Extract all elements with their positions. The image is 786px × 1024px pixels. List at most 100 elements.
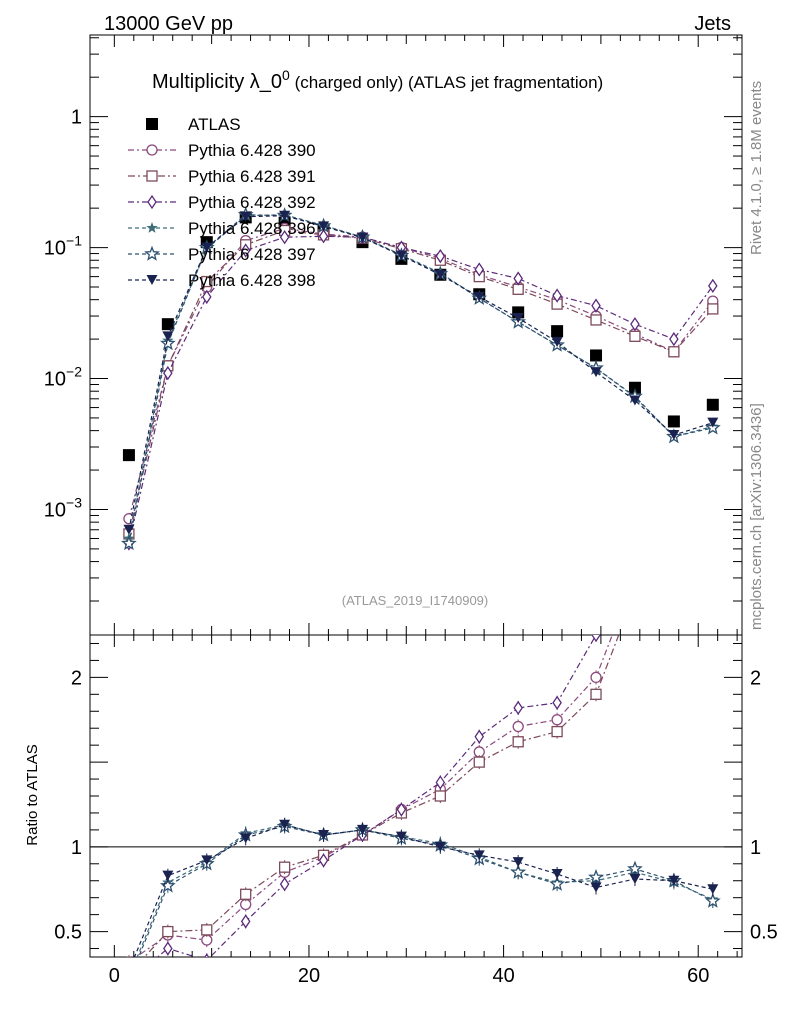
- point-data: [706, 398, 719, 411]
- point-p392: [201, 289, 212, 305]
- point-p391: [512, 283, 524, 295]
- mcplots-source-label: mcplots.cern.ch [arXiv:1306.3436]: [748, 403, 765, 630]
- legend: ATLAS Pythia 6.428 390 Pythia 6.428 391 Pyt…: [128, 115, 316, 290]
- point-data: [122, 449, 135, 462]
- point-p398: [668, 430, 680, 441]
- point-p392: [435, 248, 446, 264]
- main-panel: 110−110−210−3: [44, 34, 743, 636]
- legend-marker-p396: [146, 222, 158, 233]
- ratio-point-p391: [590, 688, 602, 700]
- point-p398: [162, 331, 174, 342]
- point-p398: [707, 417, 719, 428]
- point-p398: [473, 291, 485, 302]
- legend-label-p396: Pythia 6.428 396: [188, 219, 316, 238]
- y-tick-label-exponent: −1: [66, 233, 82, 249]
- ratio-point-p398: [707, 884, 719, 895]
- ratio-point-p398: [395, 831, 407, 842]
- point-p392: [513, 271, 523, 286]
- ratio-line-p398: [133, 824, 713, 957]
- ratio-point-p390: [512, 720, 524, 733]
- legend-entry-p390: Pythia 6.428 390: [128, 141, 316, 160]
- main-plot-area: [120, 206, 721, 551]
- legend-marker-p398: [146, 275, 158, 285]
- ratio-point-p397: [510, 864, 527, 879]
- ratio-y-axis-label: Ratio to ATLAS: [24, 744, 41, 845]
- ratio-point-p390: [551, 714, 563, 726]
- ratio-point-p392: [435, 775, 446, 790]
- point-p398: [395, 250, 407, 261]
- ratio-point-p398: [201, 855, 213, 866]
- point-p398: [318, 221, 330, 232]
- point-p392: [708, 278, 718, 294]
- legend-marker-data: [146, 118, 158, 130]
- plot-title-suffix: (charged only) (ATLAS jet fragmentation): [290, 73, 603, 92]
- point-p392: [474, 262, 485, 277]
- ratio-point-p391: [434, 790, 446, 802]
- ratio-plot-area: [126, 635, 721, 957]
- ratio-point-p390: [590, 671, 602, 684]
- legend-marker-p390: [146, 144, 158, 156]
- point-p391: [590, 314, 602, 326]
- plot-title-main: Multiplicity λ_0: [152, 71, 282, 93]
- ratio-panel: 0 20 40 60 0.5 0.5 1 1 2 2: [54, 634, 778, 987]
- point-p391: [629, 330, 641, 342]
- ratio-point-p397: [549, 875, 566, 891]
- point-p397: [159, 335, 176, 351]
- point-p392: [240, 243, 251, 258]
- ratio-point-p398: [473, 850, 485, 861]
- y-tick-label-base: 1: [71, 107, 82, 129]
- ratio-point-p392: [204, 953, 210, 957]
- legend-marker-p391: [146, 170, 158, 182]
- ratio-point-p398: [240, 833, 252, 844]
- point-p398: [590, 367, 602, 378]
- point-p398: [201, 242, 213, 253]
- y-tick-label: 10−1: [44, 233, 82, 260]
- ratio-point-p398: [318, 829, 330, 840]
- rivet-info-label: Rivet 4.1.0, ≥ 1.8M events: [748, 81, 765, 255]
- ratio-point-p392: [318, 853, 329, 868]
- ratio-point-p392: [513, 700, 523, 716]
- y-tick-label: 10−3: [44, 494, 82, 521]
- y-tick-label: 1: [71, 107, 82, 129]
- ratio-line-p397: [137, 825, 714, 957]
- series-line-p391: [128, 229, 714, 535]
- ratio-point-p392: [474, 729, 485, 744]
- x-tick-label: 0: [109, 965, 120, 987]
- ratio-line-p396: [136, 824, 714, 957]
- plot-title-superscript: 0: [282, 67, 290, 83]
- ratio-point-p392: [163, 941, 173, 956]
- ratio-point-p392: [591, 635, 601, 643]
- ratio-point-p398: [279, 819, 291, 830]
- ratio-point-p397: [588, 868, 604, 885]
- legend-marker-p392: [147, 194, 157, 210]
- ratio-point-p391: [240, 888, 252, 900]
- ratio-point-p391: [201, 924, 213, 936]
- analysis-id-label: (ATLAS_2019_I1740909): [342, 593, 488, 608]
- point-p390: [123, 513, 135, 525]
- header-process-label: 13000 GeV pp: [104, 13, 233, 35]
- ratio-y-tick-label-right: 1: [750, 837, 761, 859]
- point-p397: [120, 535, 137, 551]
- point-p392: [591, 298, 601, 313]
- ratio-y-tick-label-left: 1: [71, 837, 82, 859]
- plot-title: Multiplicity λ_00 (charged only) (ATLAS …: [152, 67, 603, 93]
- ratio-point-p398: [551, 868, 563, 879]
- series-p398: [123, 210, 719, 535]
- series-line-p392: [128, 235, 714, 544]
- point-p392: [318, 229, 329, 244]
- legend-label-p392: Pythia 6.428 392: [188, 193, 316, 212]
- ratio-point-p391: [162, 925, 174, 938]
- x-tick-label: 40: [492, 965, 514, 987]
- ratio-point-p397: [159, 877, 176, 893]
- legend-entry-data: ATLAS: [146, 115, 241, 134]
- ratio-y-tick-label-left: 2: [71, 667, 82, 689]
- ratio-point-p391: [512, 736, 524, 748]
- point-p398: [512, 312, 524, 323]
- ratio-point-p398: [512, 857, 524, 868]
- point-p398: [629, 395, 641, 406]
- y-tick-label-exponent: −3: [66, 494, 82, 510]
- x-tick-label: 20: [298, 965, 320, 987]
- point-p398: [240, 211, 252, 222]
